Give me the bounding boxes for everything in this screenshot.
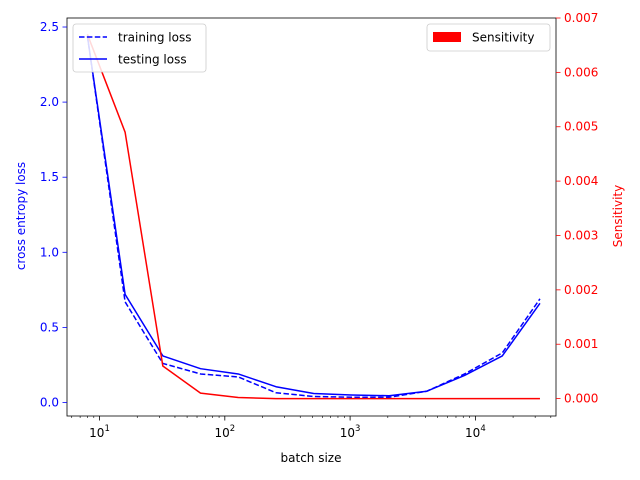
y-left-tick-label: 2.5	[40, 20, 59, 34]
y-right-axis: 0.000 0.001 0.002 0.003 0.004 0.005 0.006 0.007	[556, 11, 598, 406]
y-right-axis-label: Sensitivity	[611, 185, 625, 247]
legend-label: Sensitivity	[472, 31, 534, 45]
x-tick-label: 101	[89, 424, 110, 440]
legend-box	[72, 23, 207, 73]
series-line-testing-loss	[86, 35, 541, 397]
y-left-tick-label: 2.0	[40, 95, 59, 109]
y-left-axis: 0.0 0.5 1.0 1.5 2.0 2.5	[40, 20, 67, 409]
legend-box	[426, 23, 551, 52]
legend-patch-sensitivity	[433, 32, 461, 42]
plot-frame	[66, 17, 557, 417]
series-line-sensitivity	[86, 34, 540, 400]
y-left-axis-label: cross entropy loss	[14, 162, 28, 270]
x-tick-label: 102	[214, 424, 235, 440]
x-axis-label: batch size	[281, 451, 342, 465]
x-tick-label: 104	[465, 424, 486, 440]
legend-label: training loss	[118, 31, 191, 45]
x-tick-label: 103	[340, 424, 361, 440]
plot-area	[66, 17, 557, 417]
y-left-tick-label: 0.5	[40, 320, 59, 334]
y-left-tick-label: 0.0	[40, 395, 59, 409]
y-right-tick-label: 0.003	[564, 228, 598, 242]
y-right-tick-label: 0.002	[564, 283, 598, 297]
y-right-tick-label: 0.007	[564, 11, 598, 25]
x-axis: 101 102 103 104	[71, 416, 552, 440]
y-right-tick-label: 0.005	[564, 120, 598, 134]
y-right-tick-label: 0.001	[564, 337, 598, 351]
y-left-tick-label: 1.0	[40, 245, 59, 259]
y-right-tick-label: 0.000	[564, 392, 598, 406]
y-right-tick-label: 0.006	[564, 65, 598, 79]
legend-loss: training loss testing loss	[72, 23, 207, 73]
y-right-tick-label: 0.004	[564, 174, 598, 188]
legend-label: testing loss	[118, 53, 187, 67]
y-left-tick-label: 1.5	[40, 170, 59, 184]
legend-sensitivity: Sensitivity	[426, 23, 551, 52]
